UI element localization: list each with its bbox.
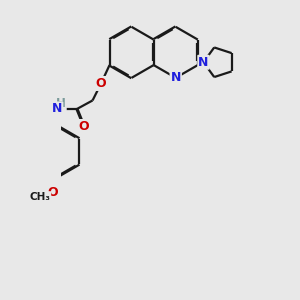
- Text: O: O: [79, 120, 89, 133]
- Text: H: H: [56, 98, 66, 110]
- Text: N: N: [170, 71, 181, 84]
- Text: CH₃: CH₃: [30, 192, 51, 202]
- Text: O: O: [96, 77, 106, 90]
- Text: N: N: [198, 56, 208, 69]
- Text: O: O: [48, 186, 58, 199]
- Text: N: N: [52, 103, 62, 116]
